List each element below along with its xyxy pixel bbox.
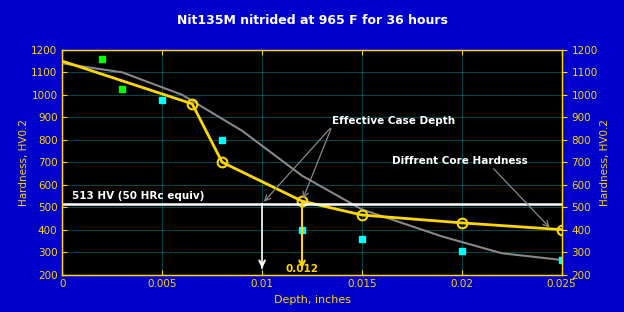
Point bbox=[357, 236, 367, 241]
Y-axis label: Hardness, HV0.2: Hardness, HV0.2 bbox=[19, 119, 29, 206]
Point bbox=[117, 87, 127, 92]
Text: Nit135M nitrided at 965 F for 36 hours: Nit135M nitrided at 965 F for 36 hours bbox=[177, 14, 447, 27]
X-axis label: Depth, inches: Depth, inches bbox=[273, 295, 351, 305]
Point bbox=[557, 257, 567, 262]
Point bbox=[97, 56, 107, 61]
Point bbox=[457, 248, 467, 253]
Text: 513 HV (50 HRc equiv): 513 HV (50 HRc equiv) bbox=[72, 191, 205, 201]
Point bbox=[217, 137, 227, 142]
Point bbox=[157, 98, 167, 103]
Point bbox=[297, 227, 307, 232]
Y-axis label: Hardness, HV0.2: Hardness, HV0.2 bbox=[600, 119, 610, 206]
Text: Effective Case Depth: Effective Case Depth bbox=[332, 116, 455, 126]
Text: Diffrent Core Hardness: Diffrent Core Hardness bbox=[392, 157, 528, 167]
Text: 0.012: 0.012 bbox=[286, 264, 318, 274]
